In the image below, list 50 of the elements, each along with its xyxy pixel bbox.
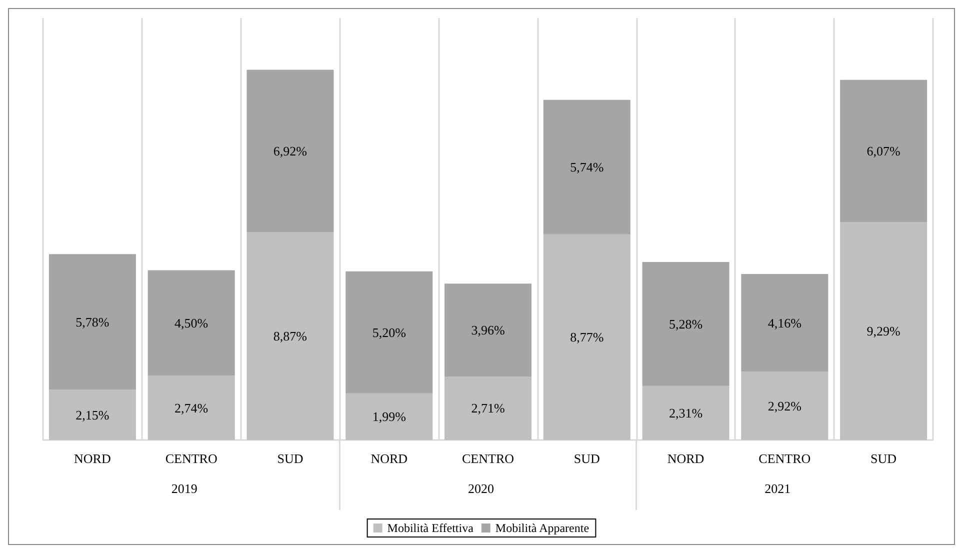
bar xyxy=(48,390,136,440)
data-label: 3,96% xyxy=(471,322,505,338)
legend-label: Mobilità Effettiva xyxy=(387,521,474,535)
data-label: 2,71% xyxy=(471,400,505,416)
x-tick-label: NORD xyxy=(370,451,408,466)
bar xyxy=(840,80,928,222)
text: 2021 xyxy=(764,481,791,496)
bar xyxy=(840,222,928,440)
bar xyxy=(346,271,433,394)
text: 2019 xyxy=(171,481,198,496)
bar xyxy=(246,232,334,440)
data-label: 5,28% xyxy=(668,316,703,332)
bar xyxy=(543,234,630,440)
x-tick-label: NORD xyxy=(74,451,111,466)
x-tick-label: NORD xyxy=(667,451,704,466)
data-label: 2,92% xyxy=(768,398,802,414)
data-label: 8,77% xyxy=(570,330,604,345)
x-tick-label: CENTRO xyxy=(462,451,514,466)
bar xyxy=(148,376,235,440)
bar xyxy=(246,70,334,232)
bar xyxy=(543,100,630,234)
data-label: 8,87% xyxy=(273,328,308,344)
text: 2020 xyxy=(468,481,494,496)
data-label: 6,07% xyxy=(866,144,901,159)
data-label: 2,31% xyxy=(668,405,703,420)
data-label: 9,29% xyxy=(866,324,901,339)
bar xyxy=(642,386,730,440)
data-label: 5,20% xyxy=(372,324,406,340)
data-label: 5,78% xyxy=(76,314,110,330)
x-tick-label: SUD xyxy=(574,451,600,466)
data-label: 1,99% xyxy=(372,409,406,424)
x-tick-label: CENTRO xyxy=(758,451,811,466)
bar xyxy=(346,393,433,440)
bar xyxy=(48,254,136,390)
bar xyxy=(444,284,532,376)
legend-label: Mobilità Apparente xyxy=(495,521,590,535)
bar xyxy=(741,274,828,372)
bar xyxy=(444,376,532,440)
data-label: 6,92% xyxy=(273,143,308,158)
data-label: 5,74% xyxy=(570,160,604,175)
x-tick-label: CENTRO xyxy=(165,451,218,466)
x-tick-label: SUD xyxy=(870,451,897,466)
bar xyxy=(642,262,730,386)
data-label: 4,50% xyxy=(174,316,208,331)
x-tick-label: SUD xyxy=(277,451,304,466)
data-label: 4,16% xyxy=(768,315,802,330)
data-label: 2,74% xyxy=(174,400,208,416)
bar xyxy=(148,270,235,376)
data-label: 2,15% xyxy=(76,407,110,422)
bar xyxy=(741,372,828,440)
